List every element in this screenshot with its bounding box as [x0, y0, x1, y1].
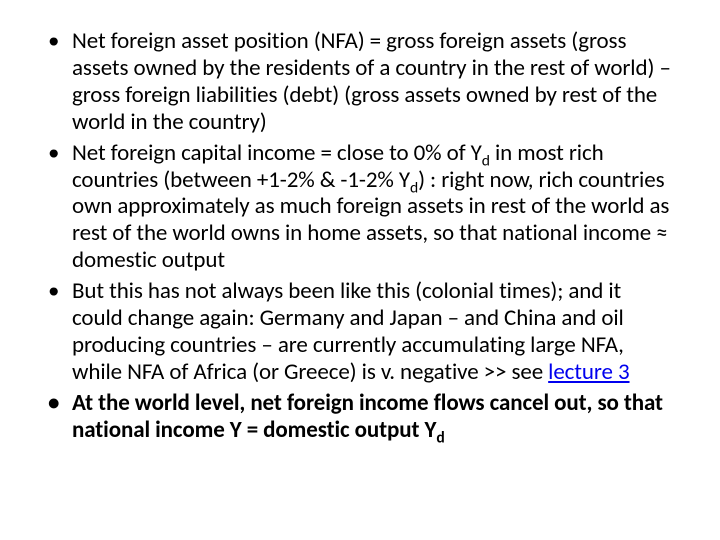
bullet-text: Net foreign capital income = close to 0%…: [72, 139, 482, 167]
lecture-link[interactable]: lecture 3: [548, 358, 629, 386]
bullet-item: Net foreign capital income = close to 0%…: [44, 140, 676, 275]
slide: Net foreign asset position (NFA) = gross…: [0, 0, 720, 540]
bullet-item: At the world level, net foreign income f…: [44, 390, 676, 444]
bullet-item: But this has not always been like this (…: [44, 278, 676, 386]
subscript: d: [436, 428, 444, 447]
bullet-list: Net foreign asset position (NFA) = gross…: [44, 28, 676, 448]
bullet-item: Net foreign asset position (NFA) = gross…: [44, 28, 676, 136]
bullet-text: At the world level, net foreign income f…: [72, 389, 663, 444]
bullet-text: Net foreign asset position (NFA) = gross…: [72, 27, 671, 136]
bullet-text: But this has not always been like this (…: [72, 277, 624, 386]
